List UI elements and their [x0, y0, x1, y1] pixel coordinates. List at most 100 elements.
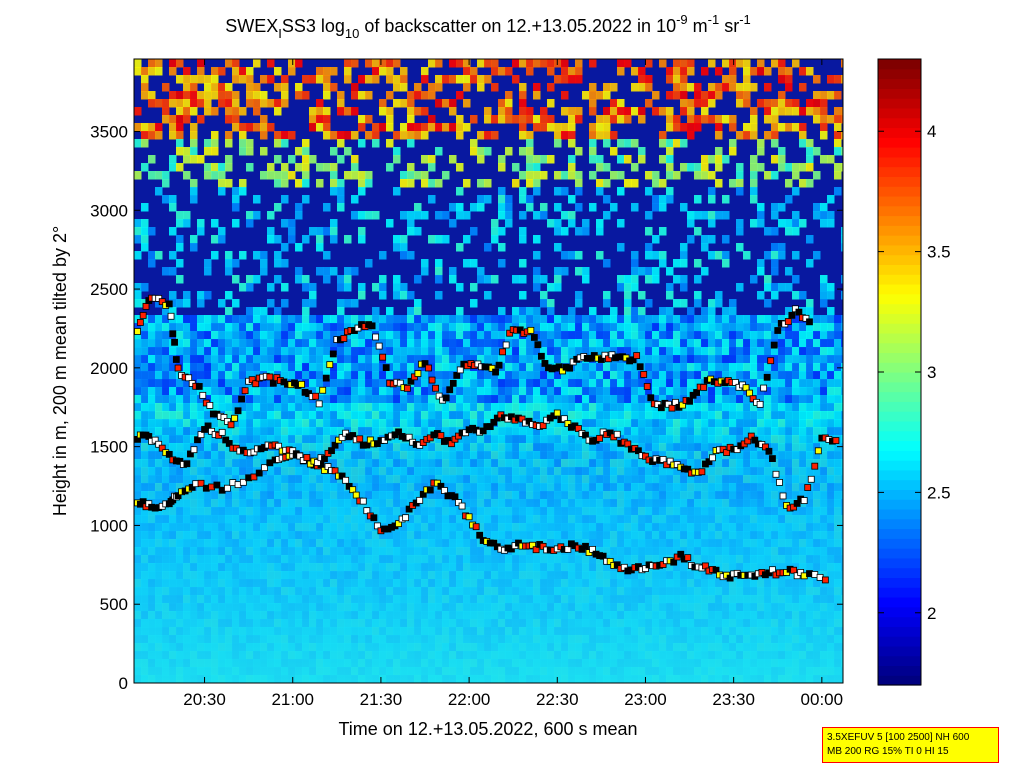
heatmap-cell — [246, 275, 254, 284]
heatmap-cell — [365, 347, 373, 356]
heatmap-cell — [743, 131, 751, 140]
heatmap-cell — [302, 347, 310, 356]
heatmap-cell — [470, 115, 478, 124]
heatmap-cell — [519, 259, 527, 268]
heatmap-cell — [715, 179, 723, 188]
heatmap-cell — [568, 323, 576, 332]
heatmap-cell — [743, 83, 751, 92]
heatmap-cell — [344, 315, 352, 324]
heatmap-cell — [792, 371, 800, 380]
heatmap-cell — [820, 115, 828, 124]
heatmap-cell — [785, 107, 793, 116]
heatmap-cell — [638, 115, 646, 124]
heatmap-cell — [708, 195, 716, 204]
heatmap-cell — [687, 355, 695, 364]
heatmap-cell — [414, 123, 422, 132]
heatmap-cell — [162, 315, 170, 324]
heatmap-cell — [715, 347, 723, 356]
heatmap-cell — [295, 203, 303, 212]
heatmap-cell — [302, 283, 310, 292]
heatmap-cell — [225, 315, 233, 324]
heatmap-cell — [190, 339, 198, 348]
heatmap-cell — [379, 123, 387, 132]
heatmap-cell — [449, 331, 457, 340]
heatmap-cell — [736, 163, 744, 172]
heatmap-cell — [302, 355, 310, 364]
heatmap-cell — [806, 371, 814, 380]
heatmap-cell — [792, 355, 800, 364]
heatmap-cell — [190, 371, 198, 380]
heatmap-cell — [393, 147, 401, 156]
heatmap-cell — [540, 171, 548, 180]
heatmap-cell — [722, 83, 730, 92]
heatmap-cell — [526, 59, 534, 68]
heatmap-cell — [638, 107, 646, 116]
heatmap-cell — [239, 379, 247, 388]
heatmap-cell — [141, 355, 149, 364]
heatmap-cell — [428, 387, 436, 396]
heatmap-cell — [757, 211, 765, 220]
heatmap-cell — [827, 411, 835, 420]
heatmap-cell — [491, 339, 499, 348]
heatmap-cell — [141, 323, 149, 332]
heatmap-cell — [638, 75, 646, 84]
heatmap-cell — [841, 235, 843, 244]
heatmap-cell — [141, 395, 149, 404]
heatmap-cell — [603, 139, 611, 148]
heatmap-cell — [561, 131, 569, 140]
heatmap-cell — [169, 203, 177, 212]
heatmap-cell — [232, 315, 240, 324]
heatmap-cell — [155, 171, 163, 180]
heatmap-cell — [470, 371, 478, 380]
heatmap-cell — [330, 379, 338, 388]
heatmap-cell — [295, 83, 303, 92]
heatmap-cell — [547, 379, 555, 388]
heatmap-cell — [617, 243, 625, 252]
heatmap-cell — [519, 91, 527, 100]
heatmap-cell — [596, 163, 604, 172]
heatmap-cell — [253, 403, 261, 412]
heatmap-cell — [834, 379, 842, 388]
heatmap-cell — [260, 147, 268, 156]
heatmap-cell — [372, 411, 380, 420]
heatmap-cell — [834, 331, 842, 340]
heatmap-cell — [183, 67, 191, 76]
heatmap-cell — [813, 403, 821, 412]
heatmap-cell — [225, 91, 233, 100]
heatmap-cell — [267, 99, 275, 108]
heatmap-cell — [274, 67, 282, 76]
heatmap-cell — [806, 299, 814, 308]
heatmap-cell — [491, 331, 499, 340]
heatmap-cell — [827, 219, 835, 228]
heatmap-cell — [176, 219, 184, 228]
heatmap-cell — [547, 387, 555, 396]
heatmap-cell — [603, 411, 611, 420]
heatmap-cell — [169, 403, 177, 412]
heatmap-cell — [379, 67, 387, 76]
heatmap-cell — [162, 339, 170, 348]
heatmap-cell — [295, 243, 303, 252]
heatmap-cell — [358, 315, 366, 324]
heatmap-cell — [575, 411, 583, 420]
heatmap-cell — [554, 347, 562, 356]
heatmap-cell — [841, 323, 843, 332]
heatmap-cell — [484, 179, 492, 188]
heatmap-cell — [708, 155, 716, 164]
heatmap-cell — [624, 387, 632, 396]
heatmap-cell — [281, 139, 289, 148]
heatmap-cell — [134, 67, 142, 76]
heatmap-cell — [512, 347, 520, 356]
heatmap-cell — [841, 107, 843, 116]
heatmap-cell — [554, 171, 562, 180]
heatmap-cell — [393, 235, 401, 244]
heatmap-cell — [253, 91, 261, 100]
heatmap-cell — [736, 347, 744, 356]
heatmap-cell — [631, 107, 639, 116]
heatmap-cell — [533, 123, 541, 132]
heatmap-cell — [393, 411, 401, 420]
heatmap-cell — [729, 299, 737, 308]
heatmap-cell — [645, 211, 653, 220]
heatmap-cell — [505, 371, 513, 380]
heatmap-cell — [540, 403, 548, 412]
heatmap-cell — [806, 139, 814, 148]
